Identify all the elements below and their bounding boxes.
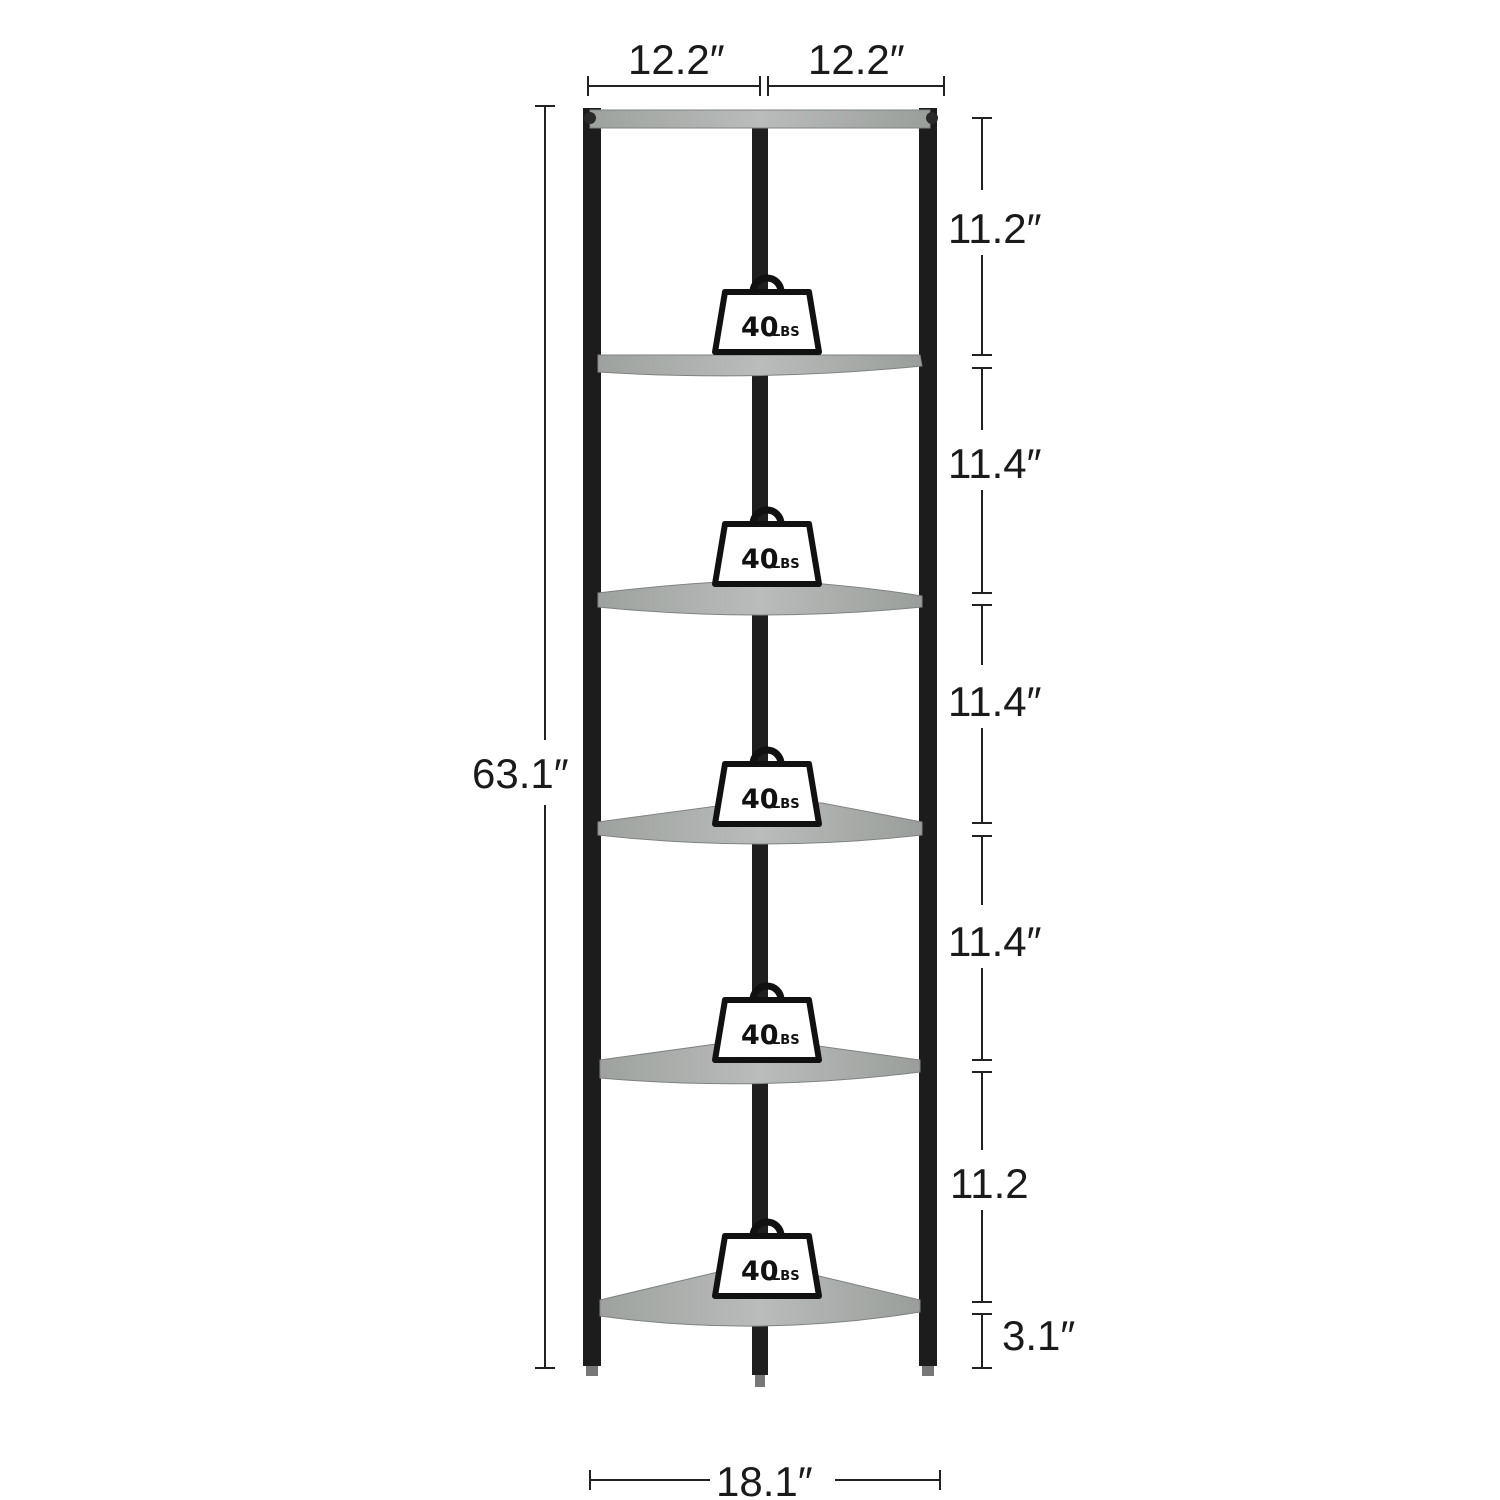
spacing-label-5: 11.2 [950,1160,1029,1207]
badge-unit: LBS [772,1269,800,1284]
weight-icon [712,1233,822,1299]
shelf-2 [597,579,923,616]
right-post [919,108,937,1366]
top-shelf [584,109,938,129]
left-post [583,108,601,1366]
badge-number: 40 [741,1256,779,1287]
badge-unit: LBS [772,557,800,572]
spacing-label-3: 11.4″ [948,678,1042,725]
weight-icon [712,997,822,1063]
right-foot [922,1366,934,1376]
spacing-label-4: 11.4″ [948,918,1042,965]
bottom-width-label: 18.1″ [716,1458,813,1500]
weight-badge-5: 40 LBS [712,1218,822,1299]
shelf-1 [597,354,923,377]
badge-number: 40 [741,1020,779,1051]
weight-icon [712,761,822,827]
weight-icon [712,289,822,355]
badge-unit: LBS [772,325,800,340]
weight-badge-1: 40 LBS [712,274,822,355]
spacing-label-6: 3.1″ [1002,1312,1075,1359]
left-foot [586,1366,598,1376]
badge-unit: LBS [772,797,800,812]
badge-number: 40 [741,544,779,575]
dimension-lines [535,76,992,1490]
spacing-label-1: 11.2″ [948,205,1042,252]
top-left-width-label: 12.2″ [628,36,725,83]
badge-number: 40 [741,312,779,343]
spacing-label-2: 11.4″ [948,440,1042,487]
weight-icon [712,521,822,587]
weight-badge-4: 40 LBS [712,982,822,1063]
back-foot [755,1375,765,1387]
weight-badge-2: 40 LBS [712,506,822,587]
badge-number: 40 [741,784,779,815]
top-right-width-label: 12.2″ [808,36,905,83]
weight-badge-3: 40 LBS [712,746,822,827]
total-height-label: 63.1″ [472,750,569,797]
badge-unit: LBS [772,1033,800,1048]
